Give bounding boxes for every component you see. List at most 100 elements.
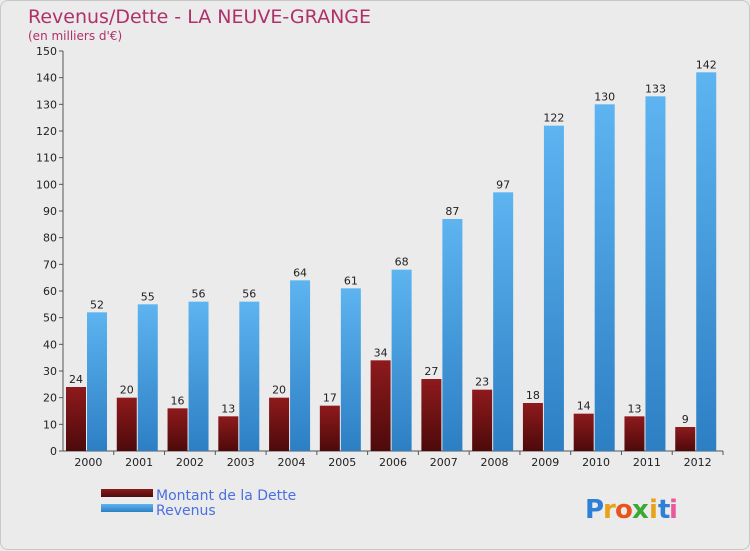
bar-debt	[66, 387, 86, 451]
bar-debt	[218, 416, 239, 451]
bar-revenus-label: 56	[192, 288, 206, 301]
x-tick-label: 2002	[176, 456, 204, 469]
bar-debt-label: 13	[627, 402, 641, 415]
bars: 24 52 20 55 16 56 13 56 20 64 17 61 34 68 27 87 23 97 18 12…	[66, 58, 717, 452]
logo-letter: r	[603, 495, 616, 525]
bar-debt-label: 27	[424, 365, 438, 378]
y-tick-label: 120	[36, 125, 57, 138]
logo-letter: o	[615, 495, 633, 525]
bar-revenus-label: 61	[344, 274, 358, 287]
bar-debt	[269, 397, 290, 451]
bar-debt	[370, 360, 391, 451]
bar-revenus	[391, 269, 412, 451]
legend-label-debt: Montant de la Dette	[156, 488, 296, 504]
y-tick-label: 90	[43, 205, 57, 218]
y-tick-label: 100	[36, 178, 57, 191]
y-tick-label: 50	[43, 312, 57, 325]
bar-revenus-label: 52	[90, 298, 104, 311]
y-tick-label: 140	[36, 72, 57, 85]
bar-revenus	[239, 301, 260, 451]
bar-debt-label: 23	[475, 376, 489, 389]
x-tick-label: 2010	[582, 456, 610, 469]
x-tick-labels: 2000 2001 2002 2003 2004 2005 2006 2007 2008 2009…	[74, 456, 711, 469]
logo-letter: i	[669, 495, 678, 525]
x-tick-label: 2007	[430, 456, 458, 469]
x-tick-label: 2012	[684, 456, 712, 469]
y-tick-label: 30	[43, 365, 57, 378]
x-tick-label: 2009	[531, 456, 559, 469]
bar-revenus	[340, 288, 361, 451]
bar-debt-label: 20	[272, 384, 286, 397]
bar-revenus-label: 133	[645, 82, 666, 95]
y-tick-label: 150	[36, 45, 57, 58]
y-tick-label: 110	[36, 152, 57, 165]
bar-revenus-label: 130	[594, 90, 615, 103]
bar-debt	[624, 416, 645, 451]
bar-debt-label: 16	[171, 394, 185, 407]
bar-revenus-label: 97	[496, 178, 510, 191]
bar-debt	[421, 379, 442, 451]
bar-debt	[319, 405, 340, 451]
logo-letter: i	[649, 495, 658, 525]
bar-revenus-label: 142	[696, 58, 717, 71]
bar-revenus	[594, 104, 615, 451]
x-tick-label: 2004	[277, 456, 305, 469]
legend-swatch-debt	[101, 489, 153, 497]
logo-letter: t	[658, 495, 670, 525]
y-tick-label: 80	[43, 232, 57, 245]
y-tick-label: 40	[43, 338, 57, 351]
axes: 0 10 20 30 40 50 60 70 80 90 100 110 120 130 140 150	[36, 45, 724, 458]
bar-revenus	[188, 301, 209, 451]
bar-debt-label: 13	[221, 402, 235, 415]
legend-swatch-revenus	[101, 504, 153, 512]
bar-debt-label: 18	[526, 389, 540, 402]
bar-debt	[522, 403, 543, 451]
x-tick-label: 2001	[125, 456, 153, 469]
bar-revenus-label: 55	[141, 290, 155, 303]
bar-revenus-label: 87	[445, 205, 459, 218]
chart-title: Revenus/Dette - LA NEUVE-GRANGE	[28, 6, 371, 28]
bar-debt-label: 14	[577, 400, 591, 413]
bar-debt-label: 24	[69, 373, 83, 386]
bar-revenus-label: 68	[395, 256, 409, 269]
x-tick-label: 2000	[74, 456, 102, 469]
chart-subtitle: (en milliers d'€)	[28, 29, 122, 43]
y-tick-label: 20	[43, 392, 57, 405]
bar-debt-label: 34	[374, 346, 388, 359]
bar-revenus-label: 56	[242, 288, 256, 301]
bar-debt-label: 17	[323, 392, 337, 405]
bar-revenus	[543, 125, 564, 452]
bar-revenus	[493, 192, 514, 452]
bar-revenus	[87, 312, 107, 451]
bar-debt	[472, 389, 493, 451]
bar-revenus-label: 64	[293, 266, 307, 279]
bar-debt	[573, 413, 594, 451]
proxiti-logo: Pr o x i ti	[585, 495, 678, 525]
bar-debt-label: 9	[682, 413, 689, 426]
logo-letter: P	[585, 495, 604, 525]
bar-debt	[116, 397, 137, 451]
bar-revenus	[645, 96, 666, 451]
y-tick-label: 10	[43, 418, 57, 431]
y-tick-label: 0	[50, 445, 57, 458]
legend: Montant de la Dette Revenus	[101, 488, 296, 519]
bar-revenus	[442, 219, 463, 451]
bar-debt	[167, 408, 188, 451]
x-tick-label: 2003	[227, 456, 255, 469]
bar-debt-label: 20	[120, 384, 134, 397]
x-tick-label: 2006	[379, 456, 407, 469]
x-tick-label: 2011	[633, 456, 661, 469]
y-tick-label: 130	[36, 98, 57, 111]
legend-label-revenus: Revenus	[156, 503, 216, 519]
logo-letter: x	[632, 495, 649, 525]
y-tick-label: 70	[43, 258, 57, 271]
bar-revenus-label: 122	[543, 112, 564, 125]
x-tick-label: 2008	[481, 456, 509, 469]
bar-revenus	[137, 304, 158, 451]
bar-revenus	[696, 72, 717, 451]
x-tick-label: 2005	[328, 456, 356, 469]
bar-debt	[675, 427, 696, 451]
bar-revenus	[290, 280, 311, 451]
